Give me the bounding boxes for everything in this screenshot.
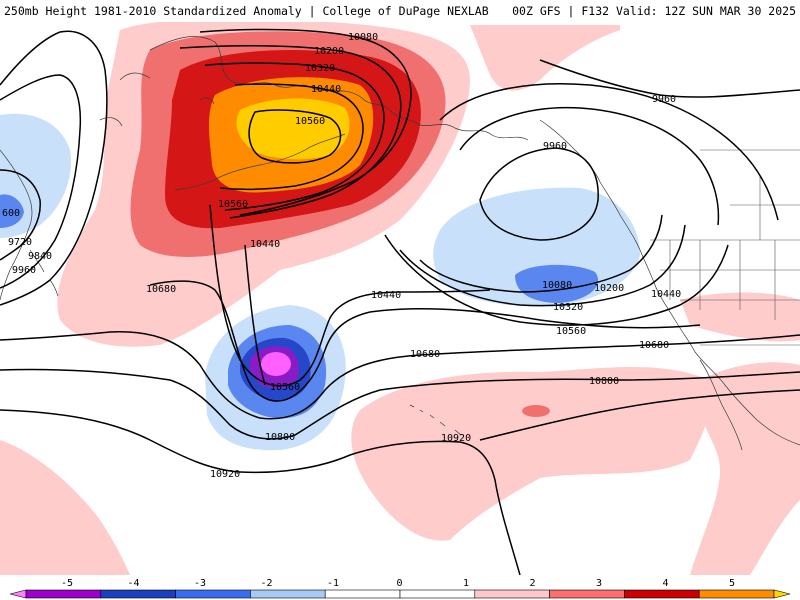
negative-anomaly-low-5 bbox=[261, 352, 291, 376]
hawaii-islands bbox=[409, 404, 462, 436]
colorbar: -5 -4 -3 -2 -1 0 1 2 3 4 5 bbox=[0, 575, 800, 600]
negative-anomaly-coast-core bbox=[515, 264, 599, 303]
contour-label: 10560 bbox=[556, 326, 586, 337]
contour-label: 10440 bbox=[371, 290, 401, 301]
contour-label: 10560 bbox=[270, 382, 300, 393]
colorbar-segment bbox=[100, 589, 176, 599]
baja-coast bbox=[699, 359, 743, 451]
contour-label: 10800 bbox=[589, 376, 619, 387]
contour-label: 10920 bbox=[210, 469, 240, 480]
contour-label: 10440 bbox=[651, 289, 681, 300]
header-background bbox=[0, 0, 800, 22]
positive-anomaly-south bbox=[351, 367, 713, 541]
contour-label: 10200 bbox=[314, 46, 344, 57]
contour-label: 10560 bbox=[218, 199, 248, 210]
contour-label: 10920 bbox=[441, 433, 471, 444]
colorbar-tick-label: -5 bbox=[61, 578, 73, 589]
run-info: 00Z GFS | F132 Valid: 12Z SUN MAR 30 202… bbox=[512, 4, 796, 18]
colorbar-segment bbox=[324, 589, 401, 599]
contour-label: 9960 bbox=[543, 141, 567, 152]
positive-anomaly-se bbox=[690, 362, 800, 575]
contour-labels: 10080 10200 10320 10440 10560 10560 1044… bbox=[2, 32, 681, 480]
contour-label: 9960 bbox=[652, 94, 676, 105]
colorbar-tick-label: 2 bbox=[529, 578, 535, 589]
colorbar-segment bbox=[25, 589, 102, 599]
map-title: 250mb Height 1981-2010 Standardized Anom… bbox=[4, 4, 489, 18]
colorbar-segment bbox=[175, 589, 251, 599]
colorbar-tick-label: 0 bbox=[396, 578, 402, 589]
state-lines bbox=[660, 149, 800, 320]
asia-islands bbox=[29, 249, 59, 297]
colorbar-segment bbox=[549, 589, 625, 599]
positive-anomaly-ne bbox=[470, 25, 620, 91]
contour-label: 9720 bbox=[8, 237, 32, 248]
positive-anomaly-level5 bbox=[236, 98, 350, 160]
positive-anomaly-east-us bbox=[680, 292, 800, 342]
contour-label: 10560 bbox=[295, 116, 325, 127]
colorbar-segment bbox=[474, 589, 550, 599]
colorbar-tick-label: 1 bbox=[463, 578, 469, 589]
contour-label: 10440 bbox=[250, 239, 280, 250]
colorbar-segment bbox=[250, 589, 326, 599]
alaska-coast bbox=[149, 36, 529, 141]
positive-anomaly-sw bbox=[0, 440, 130, 575]
contour-label: 10440 bbox=[311, 84, 341, 95]
height-contours bbox=[0, 28, 800, 576]
colorbar-tick-label: -1 bbox=[327, 578, 339, 589]
contour-label: 10680 bbox=[410, 349, 440, 360]
colorbar-segment bbox=[399, 589, 476, 599]
colorbar-tick-label: 3 bbox=[596, 578, 602, 589]
contour-label: 10200 bbox=[594, 283, 624, 294]
contour-label: 10680 bbox=[639, 340, 669, 351]
colorbar-tick-label: -3 bbox=[194, 578, 206, 589]
colorbar-tick-label: 5 bbox=[729, 578, 735, 589]
colorbar-segment bbox=[698, 589, 775, 599]
contour-label: 10080 bbox=[348, 32, 378, 43]
contour-label: 10080 bbox=[542, 280, 572, 291]
contour-label: 600 bbox=[2, 208, 20, 219]
contour-label: 10320 bbox=[553, 302, 583, 313]
aleutian-chain bbox=[174, 133, 346, 191]
colorbar-segment bbox=[773, 589, 791, 599]
anomaly-shading bbox=[0, 18, 800, 575]
contour-label: 10800 bbox=[265, 432, 295, 443]
contour-label: 10320 bbox=[305, 63, 335, 74]
positive-anomaly-spot bbox=[522, 405, 550, 417]
negative-anomaly-west-core bbox=[0, 194, 24, 228]
contour-label: 9960 bbox=[12, 265, 36, 276]
colorbar-tick-label: -4 bbox=[127, 578, 139, 589]
colorbar-tick-label: 4 bbox=[662, 578, 668, 589]
colorbar-tick-label: -2 bbox=[260, 578, 272, 589]
bering-islands bbox=[99, 72, 215, 127]
contour-label: 9840 bbox=[28, 251, 52, 262]
contour-label: 10680 bbox=[146, 284, 176, 295]
colorbar-segment bbox=[624, 589, 700, 599]
